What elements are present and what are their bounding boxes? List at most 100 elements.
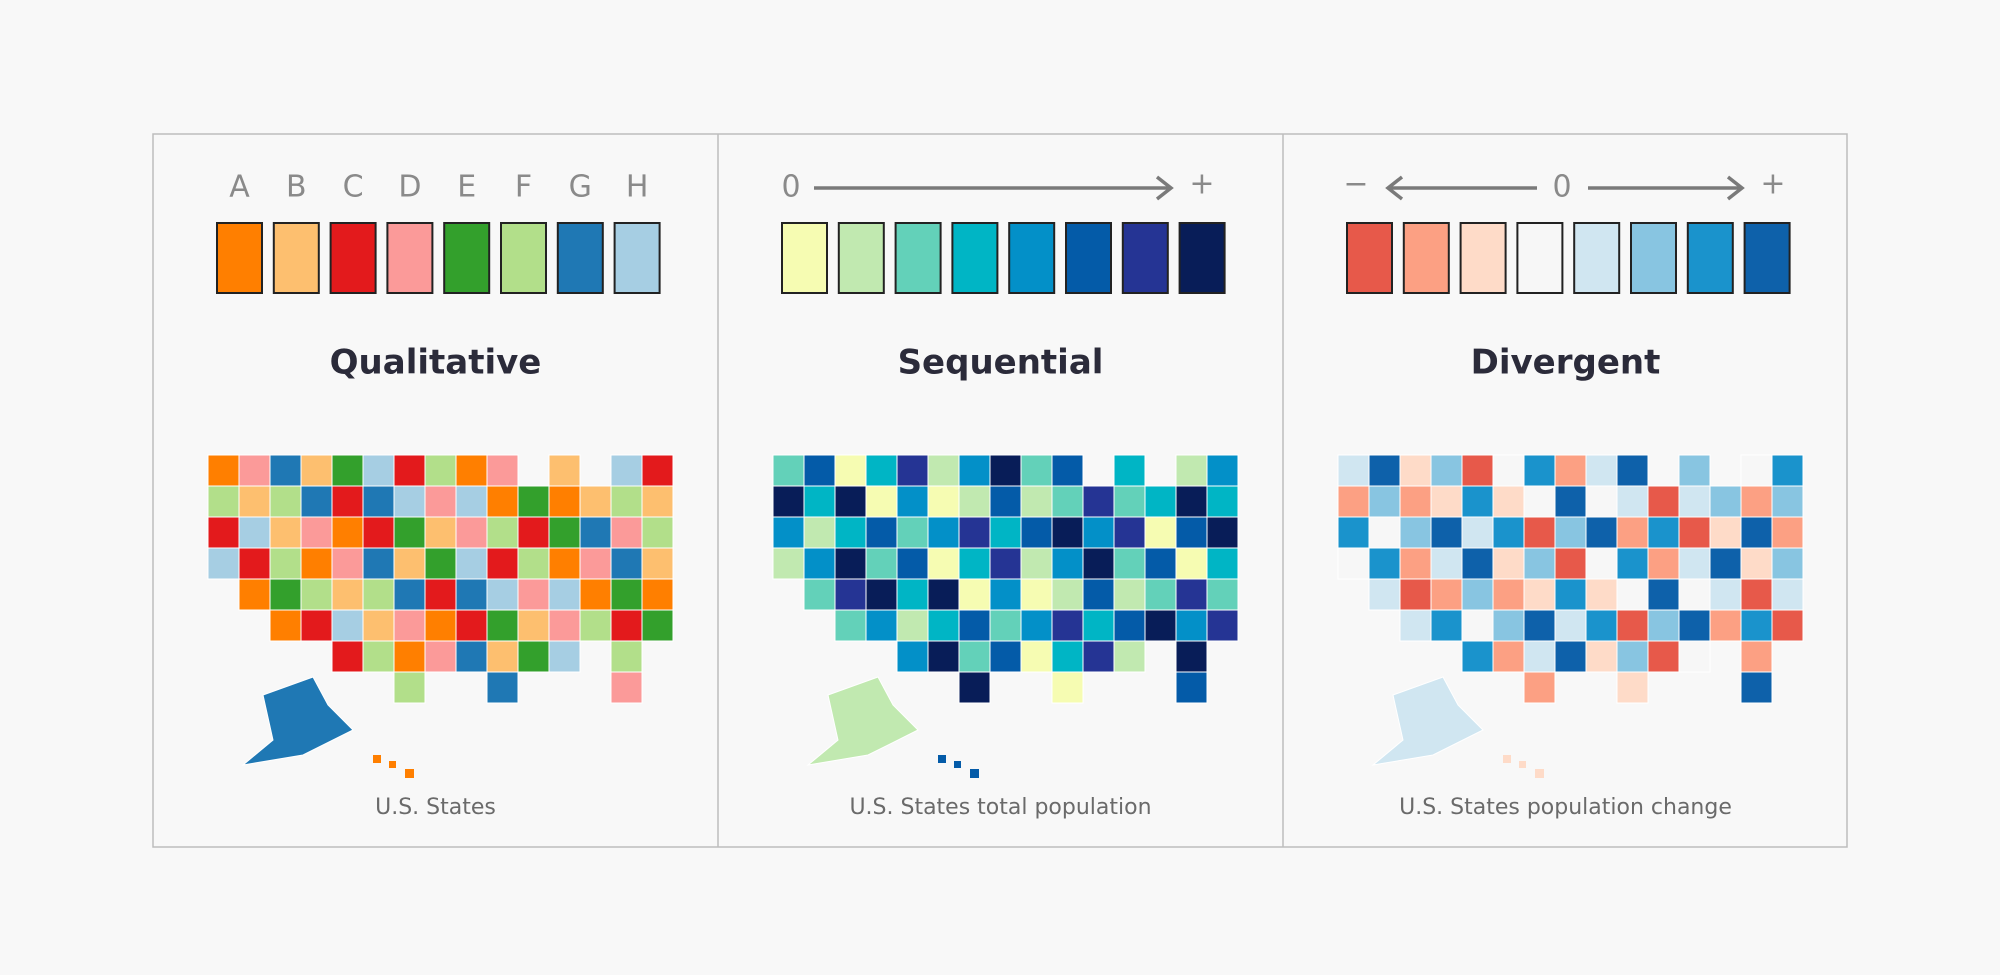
map-region [1175,578,1208,611]
map-region [1740,516,1773,549]
map-region [517,640,550,673]
map-region [1337,516,1370,549]
map-region [610,671,643,704]
map-hawaii [1535,769,1544,778]
map-region [896,454,929,487]
map-region [362,609,395,642]
map-region [393,578,426,611]
legend-label: G [569,170,592,205]
map-region [548,609,581,642]
map-region [1430,609,1463,642]
map-region [927,609,960,642]
map-region [1461,609,1494,642]
map-region [1740,609,1773,642]
map-region [958,485,991,518]
map-region [269,516,302,549]
map-region [1554,516,1587,549]
map-region [641,547,674,580]
map-region [300,454,333,487]
scale-end: + [1189,167,1214,202]
map-region [834,516,867,549]
map-region [1523,671,1556,704]
swatch [1573,222,1621,294]
map-region [896,516,929,549]
map-region [1740,640,1773,673]
map-region [424,516,457,549]
map-region [803,454,836,487]
map-region [803,516,836,549]
map-region [238,485,271,518]
map-region [486,454,519,487]
map-region [300,578,333,611]
map-region [331,454,364,487]
map-region [1175,547,1208,580]
legend-label: F [515,170,532,205]
caption: U.S. States population change [1399,795,1732,820]
map-region [641,454,674,487]
map-alaska [1371,676,1484,766]
map-region [207,485,240,518]
map-region [641,578,674,611]
swatch [386,222,434,294]
map-hawaii [954,761,961,768]
map-region [1616,671,1649,704]
map-region [1647,516,1680,549]
map-region [1082,609,1115,642]
map-hawaii [938,755,946,763]
map [1337,454,1804,778]
map-region [238,516,271,549]
swatch [1402,222,1450,294]
map-region [1616,454,1649,487]
map-region [989,516,1022,549]
map-region [1678,454,1711,487]
map-region [1430,578,1463,611]
map-region [1337,485,1370,518]
panel-title: Sequential [898,343,1104,383]
map-region [1051,516,1084,549]
legend-label: A [229,170,250,205]
map-region [927,454,960,487]
map-region [1399,485,1432,518]
swatch [1121,222,1169,294]
map-region [1113,578,1146,611]
map-region [927,578,960,611]
map-region [455,454,488,487]
map-region [989,578,1022,611]
map-region [803,485,836,518]
map-region [834,609,867,642]
map-region [1175,485,1208,518]
map [207,454,674,778]
map-alaska [806,676,919,766]
map-region [989,485,1022,518]
map-region [1554,485,1587,518]
map-region [1461,485,1494,518]
map-hawaii [405,769,414,778]
map-region [1051,640,1084,673]
map-region [1647,547,1680,580]
map-region [1585,609,1618,642]
map-region [548,454,581,487]
map-region [1492,640,1525,673]
map-region [1051,671,1084,704]
legend-label: C [343,170,364,205]
swatch [1178,222,1226,294]
scale-end: + [1760,167,1785,202]
map-region [1113,516,1146,549]
map-region [1051,547,1084,580]
map-region [1020,640,1053,673]
map-region [1771,609,1804,642]
map-region [1554,609,1587,642]
map-region [1368,516,1401,549]
map-region [1647,640,1680,673]
map-region [1678,609,1711,642]
swatch [1686,222,1734,294]
map-region [1051,485,1084,518]
map-region [834,454,867,487]
map-region [958,609,991,642]
map-region [803,578,836,611]
map-region [1492,485,1525,518]
map-region [424,454,457,487]
map-region [1368,485,1401,518]
scale-middle: 0 [1552,170,1571,205]
